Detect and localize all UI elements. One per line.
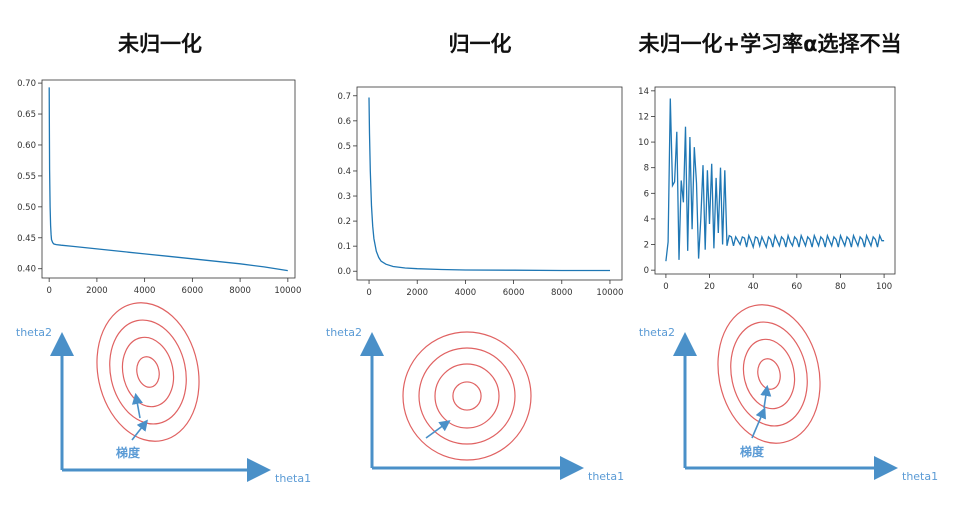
- x-tick-label: 6000: [182, 286, 204, 296]
- theta2-label: theta2: [326, 326, 362, 339]
- y-tick-label: 0.55: [17, 172, 36, 182]
- x-tick-label: 6000: [503, 288, 525, 298]
- chart-title-unnormalized: 未归一化: [118, 32, 202, 56]
- x-tick-label: 60: [791, 282, 802, 292]
- y-tick-label: 0.70: [17, 79, 36, 89]
- contour-line: [434, 363, 500, 429]
- y-tick-label: 0.1: [337, 242, 351, 252]
- contour-diagram-bad-learning-rate: theta2 theta1 梯度: [630, 304, 956, 509]
- x-tick-label: 0: [366, 288, 371, 298]
- contour-diagram-svg: theta2 theta1 梯度: [639, 304, 938, 483]
- y-tick-label: 0.7: [337, 92, 351, 102]
- loss-plot-svg: 0 2000 4000 6000 8000 10000 0.0 0.1 0.2 0.3 0.4 0.5…: [337, 86, 623, 298]
- y-tick-label: 4: [644, 215, 649, 225]
- x-tick-label: 2000: [86, 286, 108, 296]
- y-tick-label: 14: [638, 87, 649, 97]
- y-tick-label: 8: [644, 164, 649, 174]
- loss-plot-svg: 0 20 40 60 80 100 0 2 4 6 8 10 12 14: [638, 86, 896, 292]
- x-tick-label: 8000: [229, 286, 251, 296]
- theta2-label: theta2: [639, 326, 675, 339]
- x-tick-label: 10000: [596, 288, 623, 298]
- x-tick-label: 20: [704, 282, 715, 292]
- x-tick-label: 10000: [274, 286, 301, 296]
- plot-frame: [41, 79, 296, 279]
- x-tick-label: 80: [835, 282, 846, 292]
- y-tick-label: 0.40: [17, 265, 36, 275]
- y-tick-label: 0.45: [17, 234, 36, 244]
- y-tick-label: 12: [638, 112, 649, 122]
- y-tick-label: 10: [638, 138, 649, 148]
- y-tick-label: 0.65: [17, 110, 36, 120]
- y-tick-label: 6: [644, 189, 649, 199]
- contour-line: [136, 356, 160, 388]
- plot-frame: [356, 86, 623, 281]
- y-tick-label: 0.60: [17, 141, 36, 151]
- gradient-label: 梯度: [116, 445, 141, 460]
- y-tick-label: 0: [644, 266, 649, 276]
- gradient-arrow: [760, 384, 772, 409]
- theta2-label: theta2: [16, 326, 52, 339]
- gradient-label: 梯度: [740, 444, 765, 459]
- x-tick-label: 4000: [134, 286, 156, 296]
- series-line: [665, 98, 885, 262]
- x-tick-label: 40: [748, 282, 759, 292]
- loss-plot-bad-learning-rate: 0 20 40 60 80 100 0 2 4 6 8 10 12 14: [630, 80, 900, 295]
- y-tick-label: 0.3: [337, 192, 351, 202]
- y-tick-label: 0.50: [17, 203, 36, 213]
- contour-line: [757, 358, 781, 390]
- x-tick-label: 4000: [455, 288, 477, 298]
- contour-diagram-svg: theta2 theta1 梯度: [16, 302, 311, 485]
- x-tick-label: 2000: [406, 288, 428, 298]
- contour-diagram-normalized: theta2 theta1: [320, 310, 630, 509]
- contour-line: [717, 304, 821, 444]
- contour-line: [402, 331, 532, 461]
- contour-line: [730, 321, 808, 427]
- contour-diagram-svg: theta2 theta1: [326, 326, 624, 483]
- x-tick-label: 8000: [551, 288, 573, 298]
- loss-plot-unnormalized: 0 2000 4000 6000 8000 10000 0.40 0.45 0.50 0.55 0.…: [0, 75, 310, 305]
- y-tick-label: 0.2: [337, 217, 351, 227]
- contour-line: [452, 381, 482, 411]
- contour-line: [418, 347, 516, 445]
- series-line: [48, 87, 288, 272]
- x-tick-label: 0: [663, 282, 668, 292]
- gradient-arrow: [425, 420, 451, 439]
- y-tick-label: 2: [644, 241, 649, 251]
- contour-line: [121, 336, 175, 408]
- loss-plot-svg: 0 2000 4000 6000 8000 10000 0.40 0.45 0.50 0.55 0.…: [17, 79, 301, 296]
- series-line: [368, 97, 610, 272]
- contour-diagram-unnormalized: theta2 theta1 梯度: [0, 302, 320, 509]
- y-tick-label: 0.6: [337, 117, 351, 127]
- x-tick-label: 0: [46, 286, 51, 296]
- y-tick-label: 0.0: [337, 267, 351, 277]
- contour-line: [742, 338, 796, 410]
- gradient-arrow: [751, 407, 766, 439]
- x-tick-label: 100: [876, 282, 892, 292]
- chart-title-normalized: 归一化: [448, 32, 512, 56]
- loss-plot-normalized: 0 2000 4000 6000 8000 10000 0.0 0.1 0.2 0.3 0.4 0.5…: [320, 80, 630, 305]
- gradient-arrow: [131, 392, 143, 419]
- y-tick-label: 0.4: [337, 167, 351, 177]
- chart-title-bad-learning-rate: 未归一化+学习率α选择不当: [638, 32, 902, 56]
- contour-line: [109, 319, 187, 425]
- contour-line: [96, 302, 200, 442]
- plot-frame: [654, 86, 896, 275]
- theta1-label: theta1: [275, 472, 311, 485]
- gradient-arrow: [131, 419, 148, 441]
- theta1-label: theta1: [902, 470, 938, 483]
- theta1-label: theta1: [588, 470, 624, 483]
- y-tick-label: 0.5: [337, 142, 351, 152]
